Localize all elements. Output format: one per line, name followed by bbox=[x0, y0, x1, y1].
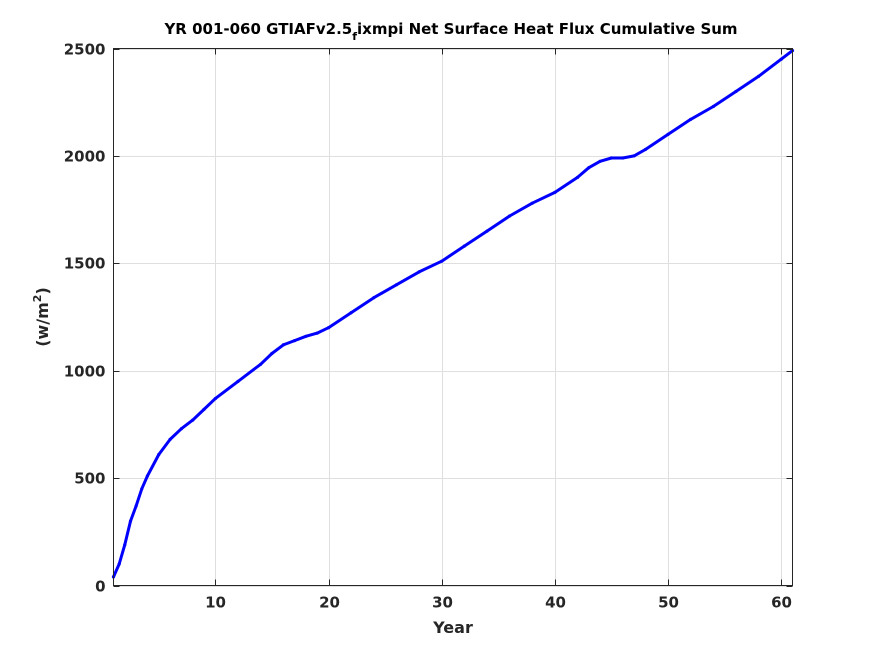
ticks bbox=[113, 48, 793, 587]
data-point bbox=[530, 201, 534, 205]
data-point bbox=[270, 351, 274, 356]
data-point bbox=[202, 407, 206, 411]
chart-title-main: YR 001-060 GTIAFv2.5 bbox=[163, 20, 352, 38]
data-point bbox=[349, 311, 353, 315]
data-point bbox=[632, 154, 636, 158]
data-point bbox=[756, 74, 761, 78]
y-tick-label: 1000 bbox=[64, 363, 106, 381]
y-axis-label-superscript: 2 bbox=[31, 295, 44, 303]
data-point bbox=[621, 156, 625, 160]
y-tick-label: 1500 bbox=[64, 255, 106, 273]
y-tick-label: 500 bbox=[74, 470, 105, 488]
data-point bbox=[587, 166, 591, 170]
data-point bbox=[117, 562, 121, 566]
data-point bbox=[315, 331, 319, 335]
data-point bbox=[236, 379, 240, 383]
data-point bbox=[485, 229, 489, 233]
data-point bbox=[689, 117, 693, 121]
data-point bbox=[134, 504, 138, 508]
data-point bbox=[553, 190, 557, 194]
data-point bbox=[128, 519, 133, 523]
x-tick-label: 50 bbox=[658, 594, 679, 612]
y-tick-label: 0 bbox=[95, 578, 105, 596]
data-point bbox=[643, 147, 648, 152]
x-tick-label: 10 bbox=[205, 594, 226, 612]
y-axis-label-base: (w/m bbox=[33, 302, 52, 347]
data-point bbox=[140, 487, 144, 491]
data-point bbox=[281, 343, 285, 347]
data-point bbox=[609, 156, 614, 160]
chart-title: YR 001-060 GTIAFv2.5fixmpi Net Surface H… bbox=[163, 20, 737, 43]
data-point bbox=[394, 283, 398, 287]
chart-title-subscript: f bbox=[352, 30, 357, 43]
data-point bbox=[191, 418, 195, 422]
series-group bbox=[111, 49, 795, 579]
data-point bbox=[304, 334, 308, 338]
x-tick-label: 40 bbox=[545, 594, 566, 612]
data-point bbox=[179, 427, 183, 431]
data-point bbox=[326, 326, 331, 330]
data-point bbox=[168, 437, 172, 441]
y-axis-label: (w/m2) bbox=[31, 287, 52, 347]
data-point bbox=[145, 474, 149, 478]
data-point bbox=[575, 175, 580, 179]
chart-title-rest: ixmpi Net Surface Heat Flux Cumulative S… bbox=[357, 20, 738, 38]
y-tick-label: 2000 bbox=[64, 148, 106, 166]
data-point bbox=[372, 296, 376, 300]
data-point bbox=[598, 159, 602, 163]
grid bbox=[113, 48, 793, 587]
data-point bbox=[440, 259, 444, 263]
data-point bbox=[157, 452, 161, 457]
data-point bbox=[293, 339, 297, 343]
data-point bbox=[508, 214, 512, 218]
x-axis-label: Year bbox=[432, 618, 473, 637]
x-tick-label: 30 bbox=[432, 594, 453, 612]
y-tick-label: 2500 bbox=[64, 41, 106, 59]
tick-labels: 10 20 30 40 50 60 0 500 1000 1500 2000 2500 bbox=[64, 41, 792, 612]
data-point bbox=[213, 397, 217, 401]
data-point bbox=[734, 89, 738, 94]
data-point bbox=[123, 543, 127, 547]
data-point bbox=[259, 362, 263, 366]
data-point bbox=[417, 270, 421, 274]
data-point bbox=[779, 57, 783, 61]
data-point bbox=[666, 132, 670, 136]
x-tick-label: 20 bbox=[319, 594, 340, 612]
y-axis-label-close: ) bbox=[33, 287, 52, 294]
data-point bbox=[711, 104, 715, 109]
x-tick-label: 60 bbox=[771, 594, 792, 612]
data-point bbox=[462, 244, 466, 248]
plot-area bbox=[113, 48, 793, 586]
